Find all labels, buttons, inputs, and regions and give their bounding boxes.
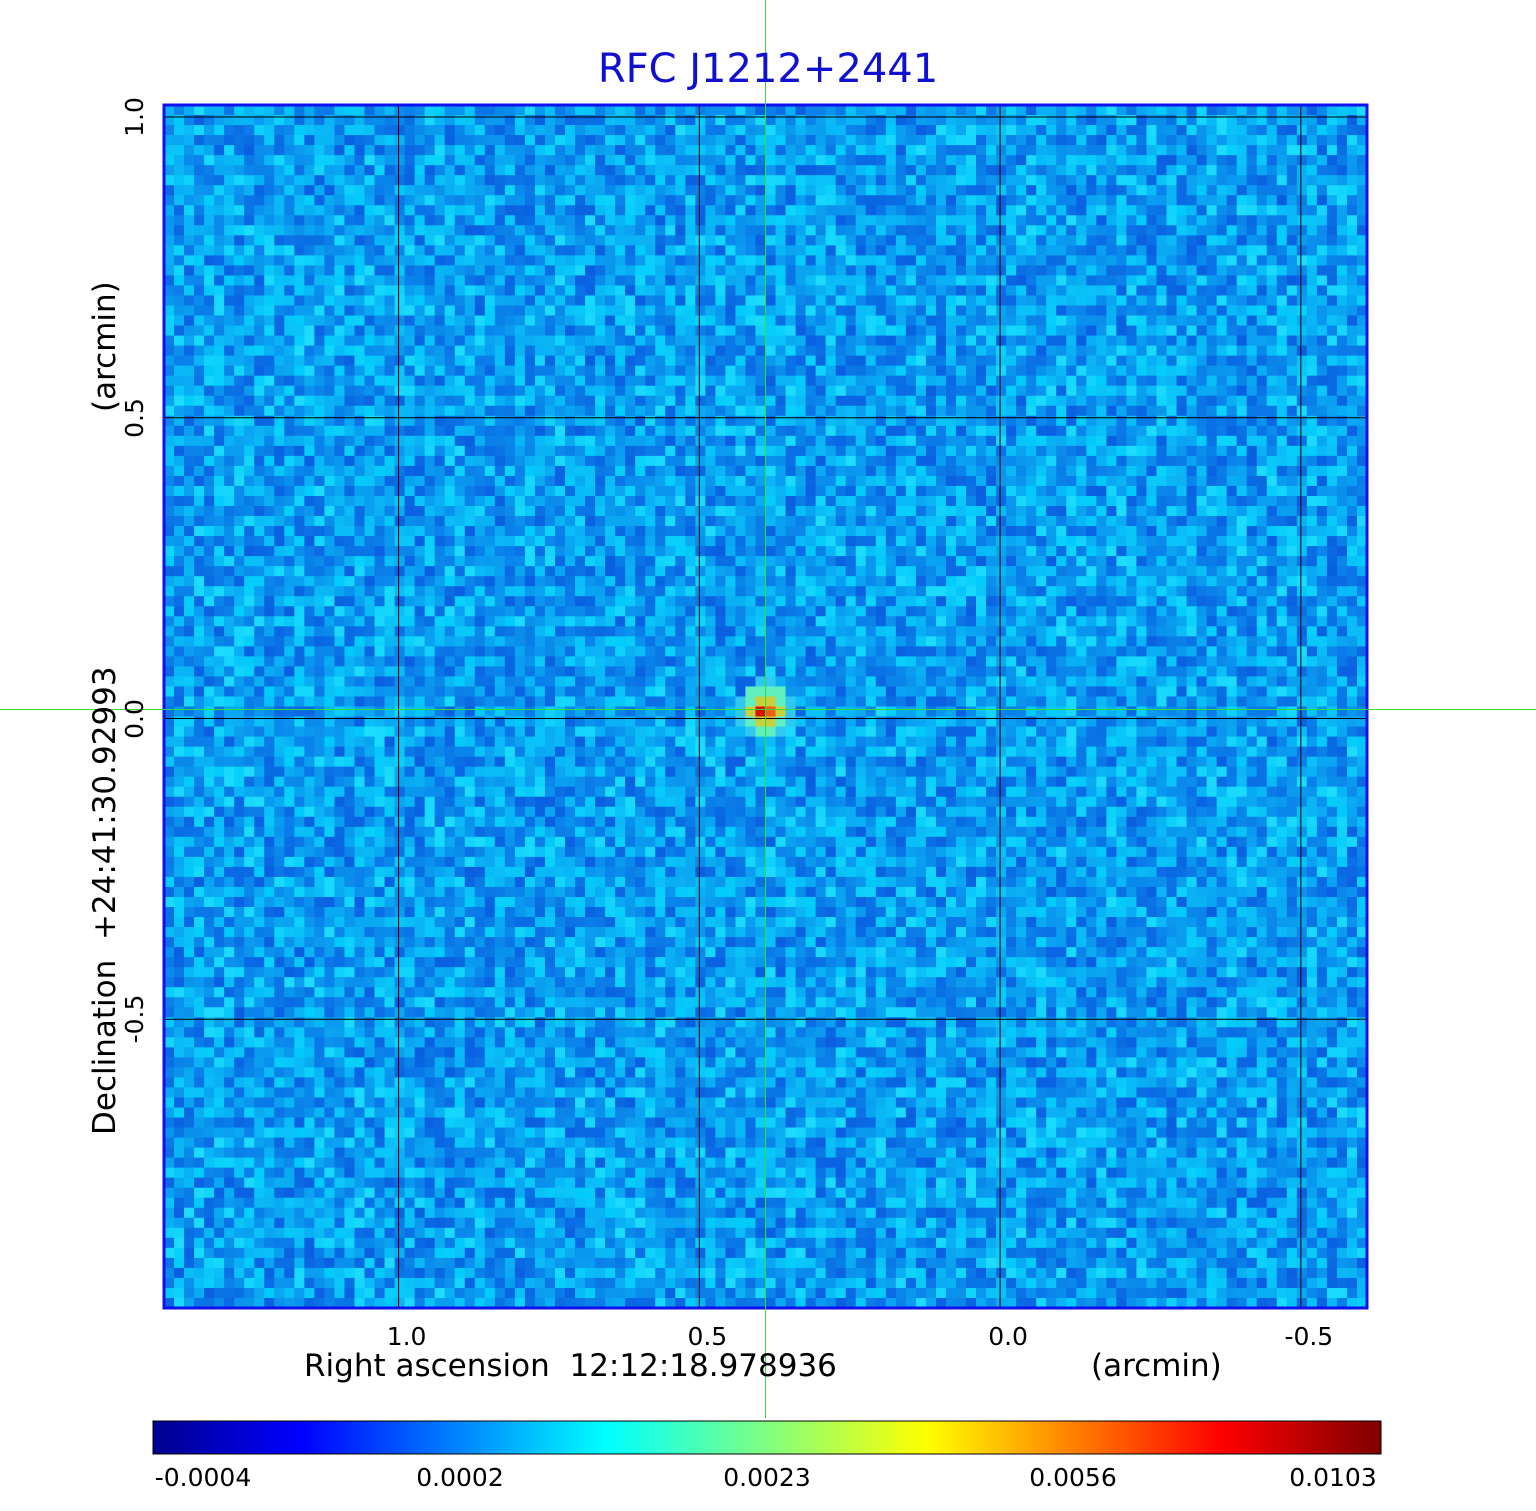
x-tick-label: -0.5 (1284, 1322, 1334, 1351)
colorbar-tick-label: 0.0002 (416, 1463, 504, 1492)
y-axis-label: Declination +24:41:30.92993 (87, 666, 123, 1135)
y-tick-label: 0.0 (120, 698, 149, 739)
colorbar-tick-label: -0.0004 (154, 1463, 252, 1492)
colorbar-tick-label: 0.0103 (1289, 1463, 1377, 1492)
y-tick-label: -0.5 (120, 994, 149, 1044)
crosshair (0, 0, 1536, 1418)
y-tick-label: 0.5 (120, 397, 149, 438)
x-axis-unit: (arcmin) (1091, 1348, 1222, 1384)
colorbar-tick-label: 0.0056 (1029, 1463, 1117, 1492)
colorbar (152, 1420, 1382, 1455)
x-axis-label: Right ascension 12:12:18.978936 (304, 1348, 837, 1384)
chart-title: RFC J1212+2441 (597, 46, 939, 92)
x-tick-label: 1.0 (386, 1322, 427, 1351)
x-tick-label: 0.5 (687, 1322, 728, 1351)
x-tick-label: 0.0 (988, 1322, 1028, 1351)
y-axis-unit: (arcmin) (87, 281, 123, 412)
heatmap-image (164, 105, 1368, 1309)
colorbar-tick-label: 0.0023 (723, 1463, 811, 1492)
y-tick-label: 1.0 (120, 97, 149, 137)
